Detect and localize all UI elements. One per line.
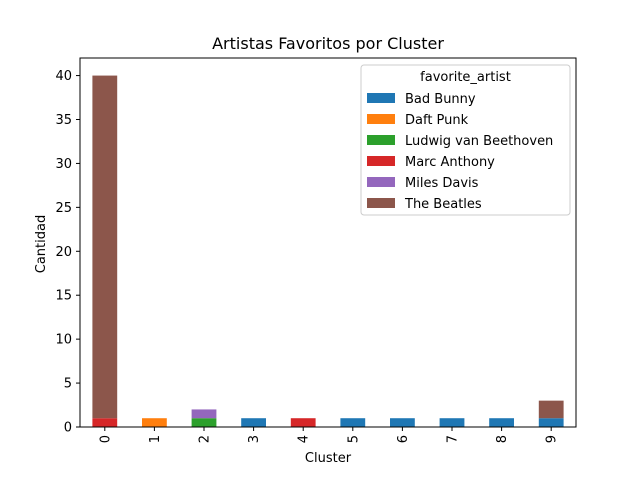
axes-group: 0 5 10 15 20 25 30 35 40 0 1 2 3 4 5 6 7 8 9: [55, 57, 577, 443]
y-axis-title: Cantidad: [34, 215, 49, 273]
x-tick-label: 1: [148, 435, 163, 443]
bar-6-bad-bunny: [390, 418, 415, 427]
legend-swatch: [367, 198, 395, 208]
legend-swatch: [367, 114, 395, 124]
legend-frame: [360, 64, 571, 216]
y-tick-label: 25: [55, 201, 72, 216]
bar-1-daft-punk: [142, 418, 167, 427]
bars-group: [92, 75, 564, 427]
legend-swatch: [367, 177, 395, 187]
bar-9-the-beatles: [538, 400, 564, 419]
x-tick-label: 4: [297, 435, 312, 443]
legend-label: Miles Davis: [405, 176, 479, 191]
legend-swatch: [367, 156, 395, 166]
bar-0-marc-anthony: [92, 418, 118, 427]
legend-label: The Beatles: [404, 197, 482, 212]
bar-4-marc-anthony: [290, 418, 316, 427]
x-tick-label: 2: [198, 435, 213, 443]
x-axis-title: Cluster: [305, 451, 352, 466]
x-tick-label: 8: [495, 435, 510, 443]
bar-9-bad-bunny: [538, 418, 564, 427]
bar-8-bad-bunny: [489, 418, 514, 427]
y-tick-label: 20: [55, 245, 72, 260]
bar-2-ludwig-van-beethoven: [191, 418, 217, 427]
legend-label: Marc Anthony: [405, 155, 495, 170]
bar-2-miles-davis: [191, 409, 217, 419]
y-tick-label: 30: [55, 157, 72, 172]
y-tick-label: 15: [55, 289, 72, 304]
y-tick-label: 10: [55, 333, 72, 348]
legend: favorite_artist Bad Bunny Daft Punk Ludwig …: [360, 64, 571, 216]
x-tick-label: 5: [346, 435, 361, 443]
bar-3-bad-bunny: [241, 418, 266, 427]
x-tick-label: 0: [98, 435, 113, 443]
y-tick-label: 0: [64, 421, 72, 436]
legend-label: Bad Bunny: [405, 92, 476, 107]
legend-label: Ludwig van Beethoven: [405, 134, 553, 149]
x-tick-label: 3: [247, 435, 262, 443]
legend-swatch: [367, 93, 395, 103]
chart-title: Artistas Favoritos por Cluster: [212, 34, 444, 53]
bar-0-the-beatles: [92, 75, 118, 419]
legend-label: Daft Punk: [405, 113, 469, 128]
legend-title: favorite_artist: [420, 70, 511, 85]
plot-frame: [79, 57, 577, 428]
x-tick-label: 7: [446, 435, 461, 443]
x-tick-label: 9: [545, 435, 560, 443]
legend-swatch: [367, 135, 395, 145]
y-tick-label: 35: [55, 113, 72, 128]
y-tick-label: 40: [55, 69, 72, 84]
bar-7-bad-bunny: [439, 418, 465, 427]
x-tick-label: 6: [396, 435, 411, 443]
y-tick-label: 5: [64, 377, 72, 392]
bar-5-bad-bunny: [340, 418, 366, 427]
